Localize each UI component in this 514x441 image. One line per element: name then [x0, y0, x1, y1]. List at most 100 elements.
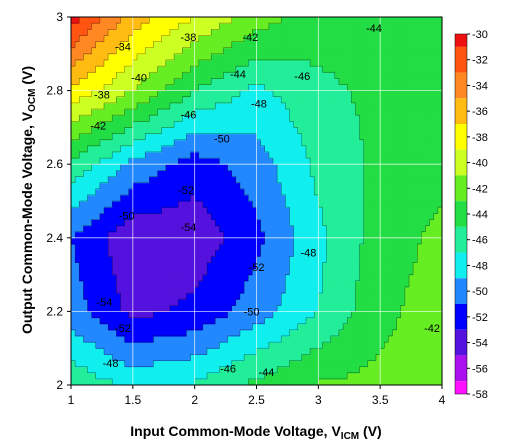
contour-cell: [400, 84, 406, 92]
contour-cell: [103, 47, 109, 55]
contour-cell: [413, 354, 418, 362]
contour-cell: [194, 41, 200, 49]
contour-cell: [136, 305, 142, 312]
contour-cell: [281, 366, 286, 374]
contour-cell: [71, 102, 76, 110]
contour-cell: [256, 121, 262, 128]
contour-cell: [240, 194, 245, 202]
contour-cell: [252, 102, 258, 110]
contour-cell: [141, 121, 146, 128]
contour-cell: [186, 317, 192, 325]
contour-cell: [124, 84, 130, 92]
contour-cell: [248, 151, 253, 159]
contour-cell: [240, 219, 245, 227]
contour-cell: [145, 243, 150, 251]
contour-cell: [384, 280, 390, 288]
contour-cell: [240, 188, 245, 196]
contour-cell: [186, 176, 192, 184]
contour-cell: [174, 84, 179, 92]
contour-cell: [380, 59, 385, 67]
contour-cell: [128, 262, 134, 270]
contour-cell: [429, 151, 435, 159]
contour-cell: [264, 133, 270, 141]
contour-cell: [347, 360, 352, 368]
contour-cell: [244, 311, 249, 319]
contour-cell: [103, 323, 109, 331]
contour-cell: [211, 139, 216, 147]
contour-cell: [95, 311, 101, 319]
contour-cell: [182, 268, 188, 276]
contour-cell: [219, 90, 225, 98]
contour-cell: [380, 102, 385, 110]
contour-cell: [305, 96, 311, 104]
contour-cell: [202, 194, 208, 202]
contour-cell: [293, 84, 299, 92]
contour-cell: [388, 293, 394, 300]
contour-cell: [223, 280, 229, 288]
contour-cell: [400, 243, 406, 251]
contour-cell: [186, 121, 192, 128]
contour-cell: [83, 158, 89, 165]
contour-cell: [272, 378, 278, 385]
contour-cell: [120, 317, 126, 325]
contour-cell: [198, 372, 204, 380]
contour-cell: [141, 231, 146, 239]
contour-cell: [128, 78, 134, 86]
contour-cell: [384, 293, 390, 300]
contour-cell: [281, 151, 286, 159]
contour-cell: [174, 170, 179, 178]
contour-cell: [285, 78, 291, 86]
contour-cell: [219, 311, 225, 319]
contour-cell: [132, 66, 138, 73]
contour-cell: [363, 78, 369, 86]
contour-cell: [326, 145, 332, 153]
contour-cell: [215, 109, 220, 116]
contour-cell: [207, 90, 212, 98]
contour-cell: [351, 96, 357, 104]
contour-cell: [112, 280, 117, 288]
contour-cell: [268, 139, 274, 147]
contour-cell: [371, 268, 377, 276]
contour-cell: [161, 53, 167, 61]
contour-cell: [347, 280, 352, 288]
contour-cell: [223, 366, 229, 374]
contour-cell: [103, 84, 109, 92]
contour-cell: [87, 268, 93, 276]
contour-cell: [272, 305, 278, 312]
contour-cell: [396, 219, 402, 227]
contour-cell: [194, 164, 200, 171]
contour-cell: [248, 286, 253, 294]
contour-cell: [136, 329, 142, 337]
contour-cell: [99, 311, 105, 319]
contour-cell: [240, 78, 245, 86]
contour-cell: [95, 354, 101, 362]
contour-cell: [83, 342, 89, 349]
contour-cell: [71, 53, 76, 61]
contour-cell: [157, 201, 163, 208]
contour-cell: [95, 237, 101, 245]
contour-cell: [384, 164, 390, 171]
contour-cell: [285, 127, 291, 135]
contour-cell: [145, 323, 150, 331]
contour-cell: [165, 256, 171, 263]
contour-cell: [433, 109, 439, 116]
contour-cell: [376, 366, 381, 374]
contour-cell: [301, 323, 307, 331]
contour-cell: [71, 274, 76, 282]
contour-cell: [149, 354, 155, 362]
contour-cell: [235, 280, 241, 288]
contour-cell: [186, 102, 192, 110]
contour-cell: [260, 170, 266, 178]
contour-cell: [165, 305, 171, 312]
contour-cell: [326, 90, 332, 98]
contour-cell: [235, 182, 241, 190]
contour-cell: [310, 335, 315, 343]
contour-cell: [367, 378, 373, 385]
contour-cell: [404, 102, 410, 110]
contour-cell: [318, 72, 324, 79]
contour-cell: [330, 164, 336, 171]
contour-cell: [281, 299, 286, 306]
contour-cell: [256, 66, 262, 73]
contour-cell: [310, 109, 315, 116]
contour-cell: [190, 188, 196, 196]
